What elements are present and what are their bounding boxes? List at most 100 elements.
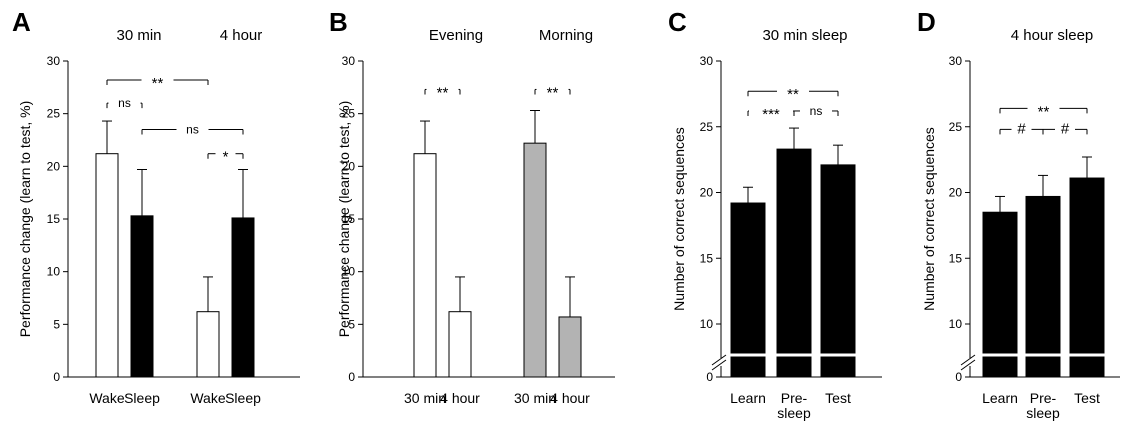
bar [730, 202, 766, 354]
x-category-label-line: sleep [1026, 405, 1060, 421]
x-category-label: Learn [982, 390, 1018, 406]
group-title: Evening [429, 27, 483, 44]
panel-letter: B [329, 7, 348, 37]
bar [413, 153, 437, 378]
y-tick-label: 15 [47, 212, 61, 226]
bar [1069, 177, 1105, 354]
x-category-label: Pre-sleep [777, 390, 811, 421]
y-tick-label: 0 [955, 370, 962, 384]
y-tick-label: 30 [700, 54, 714, 68]
significance-bracket: ns [793, 104, 839, 118]
x-category-label-line: Sleep [124, 390, 160, 406]
significance-bracket: ns [106, 96, 143, 110]
panel-title: 30 min sleep [762, 27, 847, 44]
bar-stub [776, 356, 812, 378]
bar [95, 153, 119, 378]
bar [448, 311, 472, 378]
significance-label: *** [762, 106, 780, 123]
y-tick-label: 10 [949, 317, 963, 331]
axis-break [711, 354, 729, 371]
y-tick-label: 20 [700, 186, 714, 200]
bar-stub [1025, 356, 1061, 378]
y-axis-label: Performance change (learn to test, %) [336, 101, 352, 338]
significance-bracket: ** [999, 103, 1088, 120]
y-tick-label: 15 [700, 251, 714, 265]
y-tick-label: 10 [342, 265, 356, 279]
axis-break-gap [962, 358, 978, 366]
x-category-label: Pre-sleep [1026, 390, 1060, 421]
x-category-label-line: 4 hour [550, 390, 590, 406]
panel-c: C 0 10 15 20 25 30 Number of correct sequences 3… [668, 7, 882, 421]
x-category-label: Learn [730, 390, 766, 406]
axis-break-slash [711, 354, 727, 366]
bar [130, 215, 154, 378]
significance-label: ** [437, 84, 449, 101]
bar [231, 217, 255, 378]
y-tick-label: 30 [47, 54, 61, 68]
x-category-label-line: Test [825, 390, 851, 406]
significance-bracket: ** [534, 84, 571, 101]
significance-label: # [1061, 120, 1070, 137]
significance-label: ** [152, 75, 164, 92]
x-category-label-line: Wake [190, 390, 225, 406]
group-title: 30 min [116, 27, 161, 44]
x-category-label: 4 hour [440, 390, 480, 406]
x-category-label-line: 4 hour [440, 390, 480, 406]
x-category-label: 4 hour [550, 390, 590, 406]
bar-stub [820, 356, 856, 378]
x-category-label: Test [825, 390, 851, 406]
significance-bracket: *** [747, 106, 795, 123]
significance-label: * [223, 149, 229, 166]
bar [776, 148, 812, 354]
x-category-label-line: 30 min [404, 390, 446, 406]
y-tick-label: 25 [949, 120, 963, 134]
significance-label: ns [186, 122, 199, 136]
y-axis-label: Number of correct sequences [671, 127, 687, 311]
y-tick-label: 0 [706, 370, 713, 384]
y-tick-label: 30 [949, 54, 963, 68]
x-category-label: Sleep [124, 390, 160, 406]
x-category-label-line: Test [1074, 390, 1100, 406]
bar-stub [982, 356, 1018, 378]
axis-break-slash [960, 359, 976, 371]
y-tick-label: 20 [342, 159, 356, 173]
x-category-label-line: Wake [89, 390, 124, 406]
significance-bracket: ** [424, 84, 461, 101]
significance-label: # [1017, 120, 1026, 137]
y-tick-label: 15 [342, 212, 356, 226]
panel-title: 4 hour sleep [1011, 27, 1094, 44]
bar [558, 316, 582, 378]
y-tick-label: 25 [700, 120, 714, 134]
bar-stub [1069, 356, 1105, 378]
axis-break-slash [960, 354, 976, 366]
x-category-label-line: Pre- [781, 390, 808, 406]
x-category-label-line: Learn [730, 390, 766, 406]
significance-bracket: * [207, 149, 244, 166]
y-tick-label: 0 [348, 370, 355, 384]
x-category-label: Wake [190, 390, 225, 406]
bar-stub [730, 356, 766, 378]
significance-bracket: ** [106, 75, 209, 92]
significance-bracket: ns [141, 122, 244, 136]
panel-letter: A [12, 7, 31, 37]
panel-d: D 0 10 15 20 25 30 Number of correct sequences 4… [917, 7, 1120, 421]
x-category-label: Wake [89, 390, 124, 406]
group-title: 4 hour [220, 27, 263, 44]
significance-label: ** [1038, 103, 1050, 120]
x-category-label-line: Pre- [1030, 390, 1057, 406]
y-tick-label: 20 [47, 159, 61, 173]
x-category-label: Test [1074, 390, 1100, 406]
y-tick-label: 10 [47, 265, 61, 279]
panel-letter: C [668, 7, 687, 37]
x-category-label-line: Sleep [225, 390, 261, 406]
x-category-label: 30 min [404, 390, 446, 406]
axis-break-slash [711, 359, 727, 371]
y-tick-label: 25 [47, 107, 61, 121]
significance-label: ** [787, 86, 799, 103]
significance-label: ns [118, 96, 131, 110]
y-tick-label: 20 [949, 186, 963, 200]
group-title: Morning [539, 27, 593, 44]
significance-label: ** [547, 84, 559, 101]
bar [820, 164, 856, 354]
